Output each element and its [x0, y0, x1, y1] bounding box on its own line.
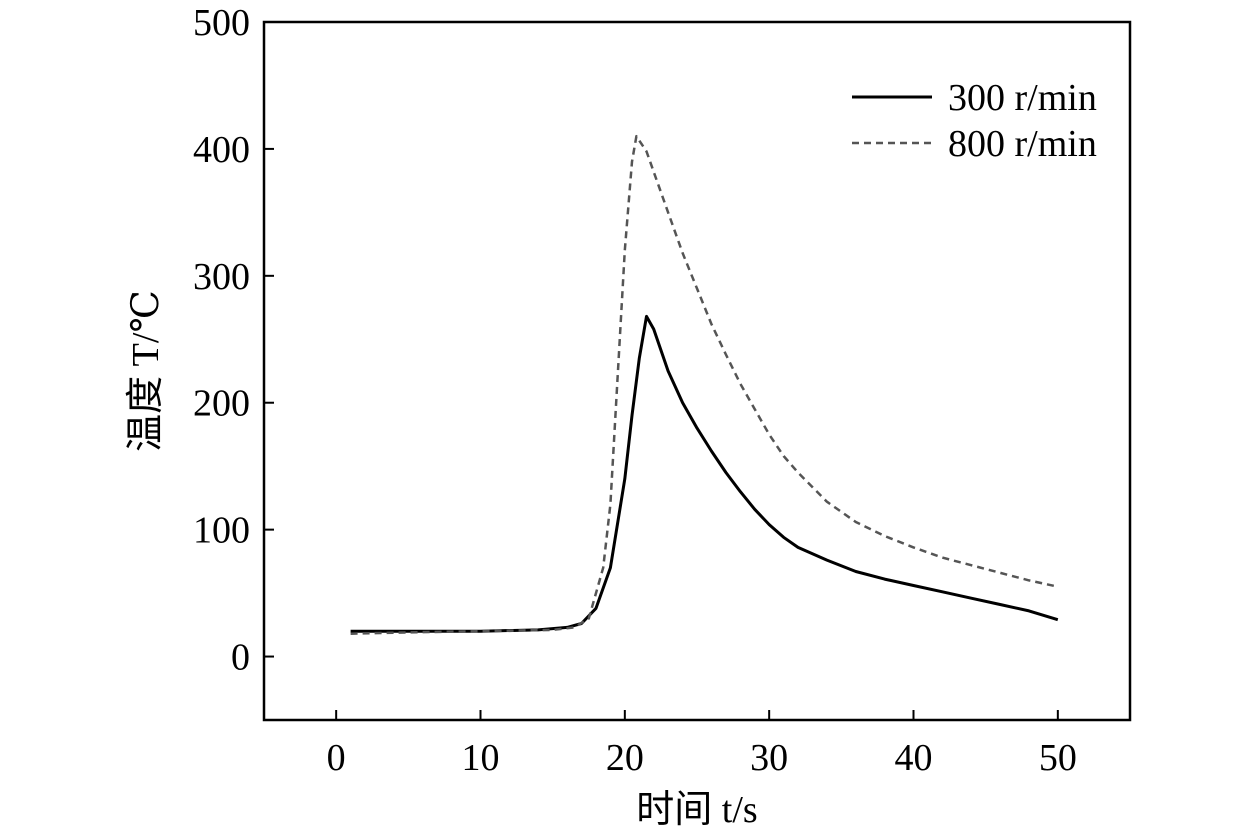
y-tick-label: 200	[193, 383, 250, 425]
y-tick-label: 300	[193, 256, 250, 298]
y-tick-label: 100	[193, 510, 250, 552]
legend-label-0: 300 r/min	[948, 77, 1097, 119]
y-tick-label: 400	[193, 129, 250, 171]
x-tick-label: 30	[750, 737, 788, 779]
x-tick-label: 20	[606, 737, 644, 779]
series-line-0	[350, 314, 1059, 633]
legend-label-1: 800 r/min	[948, 123, 1097, 165]
series-line-1	[350, 134, 1059, 635]
x-axis-ticks: 0 10 20 30 40 50	[327, 710, 1077, 779]
y-tick-label: 500	[193, 2, 250, 44]
y-axis-ticks: 0 100 200 300 400 500	[193, 2, 274, 679]
y-tick-label: 0	[231, 637, 250, 679]
plot-frame	[262, 20, 1132, 722]
y-axis-label: 温度 T/℃	[125, 290, 167, 452]
x-tick-label: 50	[1039, 737, 1077, 779]
series-lines	[350, 134, 1059, 635]
x-axis-label: 时间 t/s	[636, 789, 757, 831]
x-tick-label: 0	[327, 737, 346, 779]
x-tick-label: 40	[895, 737, 933, 779]
x-tick-label: 10	[462, 737, 500, 779]
